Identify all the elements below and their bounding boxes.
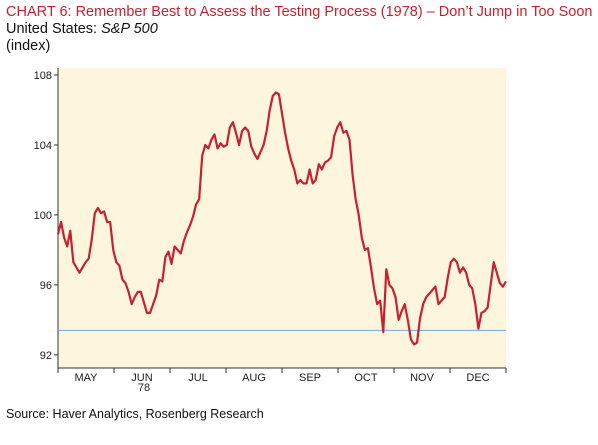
source: Source: Haver Analytics, Rosenberg Resea… xyxy=(6,407,264,421)
chart-subtitle: United States: S&P 500 xyxy=(6,21,158,37)
subtitle-series: S&P 500 xyxy=(101,21,158,37)
x-tick-label: NOV xyxy=(410,372,435,384)
y-tick-label: 108 xyxy=(34,70,52,82)
y-tick-label: 100 xyxy=(34,210,52,222)
x-tick-label: DEC xyxy=(466,372,489,384)
x-tick-label: AUG xyxy=(242,372,266,384)
chart-title: CHART 6: Remember Best to Assess the Tes… xyxy=(6,4,592,20)
x-tick-label: JUL xyxy=(188,372,208,384)
y-tick-label: 96 xyxy=(40,280,52,292)
x-tick-label: JUN xyxy=(131,372,152,384)
y-tick-label: 92 xyxy=(40,350,52,362)
series-line xyxy=(56,91,507,346)
x-tick-label: OCT xyxy=(354,372,378,384)
x-tick-label: SEP xyxy=(299,372,321,384)
y-unit: (index) xyxy=(6,38,50,54)
y-tick-label: 104 xyxy=(34,140,52,152)
x-tick-label: MAY xyxy=(74,372,98,384)
year-label: 78 xyxy=(138,382,150,394)
subtitle-prefix: United States: xyxy=(6,21,101,37)
